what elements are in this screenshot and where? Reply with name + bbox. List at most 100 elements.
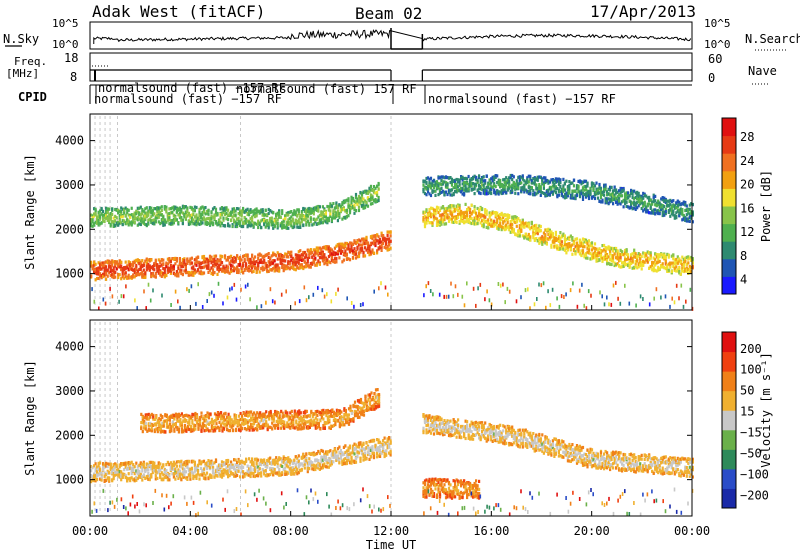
data-cell: [634, 195, 637, 199]
data-cell: [494, 184, 497, 189]
data-cell: [201, 205, 204, 209]
data-cell: [315, 217, 318, 221]
data-cell: [223, 269, 227, 273]
data-cell: [469, 207, 472, 211]
data-cell: [599, 256, 603, 260]
data-cell: [123, 472, 126, 476]
data-cell: [204, 220, 207, 224]
data-cell: [666, 203, 669, 207]
data-cell: [97, 266, 100, 270]
data-cell: [667, 268, 670, 272]
noise-cell: [615, 280, 617, 285]
data-cell: [129, 267, 132, 271]
data-cell: [100, 261, 103, 265]
data-cell: [120, 221, 123, 225]
data-cell: [562, 233, 565, 238]
data-cell: [423, 222, 427, 227]
data-cell: [599, 193, 603, 197]
data-cell: [429, 206, 433, 210]
data-cell: [100, 267, 103, 271]
data-cell: [102, 467, 105, 472]
colorbar-tick-label: 16: [740, 201, 754, 215]
data-cell: [311, 250, 314, 255]
data-cell: [429, 212, 433, 216]
data-cell: [279, 261, 282, 265]
data-cell: [195, 223, 198, 227]
data-cell: [541, 235, 544, 239]
data-cell: [487, 181, 490, 185]
data-cell: [308, 223, 311, 227]
data-cell: [633, 206, 636, 210]
data-cell: [248, 223, 251, 227]
data-cell: [105, 277, 108, 281]
data-cell: [193, 222, 196, 226]
data-cell: [562, 186, 565, 190]
data-cell: [111, 263, 114, 267]
data-cell: [97, 218, 100, 222]
data-cell: [488, 215, 491, 219]
data-cell: [257, 225, 260, 230]
data-cell: [521, 177, 524, 181]
data-cell: [207, 216, 210, 220]
data-cell: [353, 203, 356, 207]
data-cell: [154, 275, 157, 279]
data-cell: [293, 258, 296, 262]
data-cell: [574, 189, 577, 193]
cpid-label: CPID: [18, 90, 47, 104]
data-cell: [360, 195, 364, 199]
data-cell: [138, 472, 141, 476]
data-cell: [115, 465, 118, 469]
data-cell: [147, 258, 150, 262]
data-cell: [532, 189, 535, 193]
data-cell: [678, 257, 681, 261]
data-cell: [649, 211, 652, 215]
data-cell: [205, 266, 209, 270]
data-cell: [426, 184, 430, 188]
data-cell: [556, 244, 559, 248]
data-cell: [165, 265, 168, 269]
data-cell: [178, 206, 181, 210]
data-cell: [598, 191, 601, 195]
data-cell: [263, 267, 266, 271]
data-cell: [105, 265, 108, 269]
data-cell: [548, 235, 551, 239]
data-cell: [506, 178, 509, 182]
data-cell: [461, 188, 464, 192]
data-cell: [532, 230, 535, 235]
data-cell: [542, 183, 545, 187]
data-cell: [640, 206, 643, 211]
data-cell: [154, 260, 157, 264]
data-cell: [563, 243, 566, 247]
data-cell: [90, 480, 93, 484]
data-cell: [330, 219, 333, 223]
data-cell: [475, 222, 478, 226]
data-cell: [499, 190, 502, 194]
data-cell: [527, 235, 530, 239]
data-cell: [374, 235, 377, 239]
data-cell: [520, 223, 523, 227]
data-cell: [323, 262, 326, 266]
data-cell: [159, 260, 162, 264]
data-cell: [130, 223, 133, 227]
data-cell: [207, 266, 210, 271]
data-cell: [96, 474, 99, 478]
data-cell: [553, 183, 556, 188]
data-cell: [494, 174, 497, 178]
data-cell: [260, 209, 263, 213]
data-cell: [294, 256, 297, 260]
data-cell: [637, 254, 640, 258]
data-cell: [681, 210, 684, 214]
data-cell: [372, 198, 376, 203]
data-cell: [599, 189, 603, 193]
data-cell: [637, 194, 640, 198]
data-cell: [454, 217, 457, 221]
noise-cell: [675, 283, 678, 288]
data-cell: [236, 254, 239, 258]
data-cell: [637, 252, 640, 256]
data-cell: [369, 252, 373, 256]
data-cell: [625, 263, 628, 267]
data-cell: [214, 210, 218, 215]
data-cell: [112, 220, 115, 224]
noise-cell: [608, 302, 610, 307]
data-cell: [563, 238, 566, 242]
